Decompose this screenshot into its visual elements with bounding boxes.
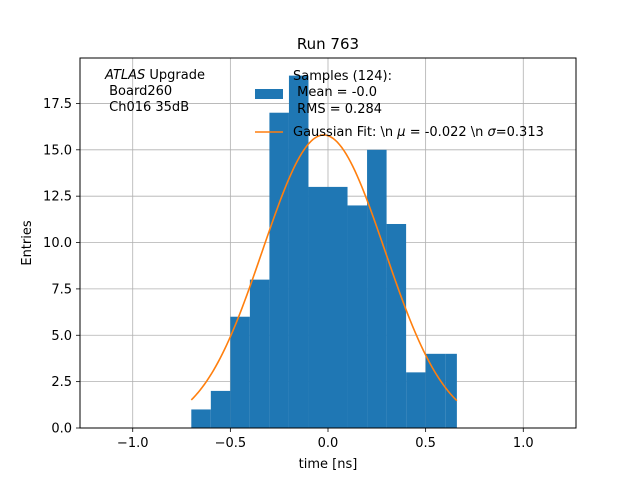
legend-hist-label-line-3: RMS = 0.284 <box>293 102 382 117</box>
y-axis-label: Entries <box>20 220 35 266</box>
histogram-bar-1 <box>210 390 231 428</box>
y-tick-label-3: 7.5 <box>51 282 72 297</box>
histogram-bar-11 <box>406 372 426 428</box>
y-tick-label-0: 0.0 <box>51 422 72 437</box>
annotation-line-1: ATLAS Upgrade <box>104 68 205 83</box>
x-tick-label-3: 0.5 <box>415 436 436 451</box>
histogram-bar-8 <box>347 205 368 428</box>
atlas-annotation: ATLAS Upgrade Board260 Ch016 35dB <box>104 68 205 115</box>
histogram-bar-0 <box>191 409 211 428</box>
y-tick-label-7: 17.5 <box>43 97 72 112</box>
gaussian-fit-line <box>190 134 458 402</box>
y-tick-label-1: 2.5 <box>51 375 72 390</box>
histogram-bar-7 <box>328 186 348 428</box>
x-tick-label-2: 0.0 <box>318 436 339 451</box>
legend-fit-label: Gaussian Fit: \n μ = -0.022 \n σ=0.313 <box>293 125 544 140</box>
legend-hist-label-line-2: Mean = -0.0 <box>293 85 377 100</box>
histogram-bars <box>191 75 457 428</box>
y-axis-ticks: 0.0 2.5 5.0 7.5 10.0 12.5 15.0 17.5 <box>43 97 80 437</box>
y-tick-label-4: 10.0 <box>43 236 72 251</box>
histogram-bar-12 <box>425 353 446 428</box>
legend-hist-swatch <box>255 89 283 99</box>
annotation-line-2: Board260 <box>105 84 172 99</box>
histogram-bar-6 <box>308 186 328 428</box>
histogram-bar-10 <box>386 223 407 428</box>
legend-hist-label-line-1: Samples (124): <box>293 69 392 84</box>
x-tick-label-4: 1.0 <box>513 436 534 451</box>
x-tick-label-0: −1.0 <box>117 436 149 451</box>
annotation-line-3: Ch016 35dB <box>105 100 189 115</box>
chart-title: Run 763 <box>297 35 359 53</box>
histogram-bar-3 <box>249 279 270 428</box>
y-tick-label-6: 15.0 <box>43 143 72 158</box>
histogram-bar-2 <box>230 316 250 428</box>
histogram-bar-13 <box>445 353 457 428</box>
histogram-bar-4 <box>269 112 289 428</box>
histogram-bar-9 <box>367 149 387 428</box>
x-axis-label: time [ns] <box>299 457 358 472</box>
x-axis-ticks: −1.0 −0.5 0.0 0.5 1.0 <box>117 428 534 451</box>
histogram-bar-5 <box>288 75 309 428</box>
y-tick-label-5: 12.5 <box>43 190 72 205</box>
y-tick-label-2: 5.0 <box>51 329 72 344</box>
legend: Samples (124): Mean = -0.0 RMS = 0.284 G… <box>255 69 544 140</box>
x-tick-label-1: −0.5 <box>215 436 247 451</box>
